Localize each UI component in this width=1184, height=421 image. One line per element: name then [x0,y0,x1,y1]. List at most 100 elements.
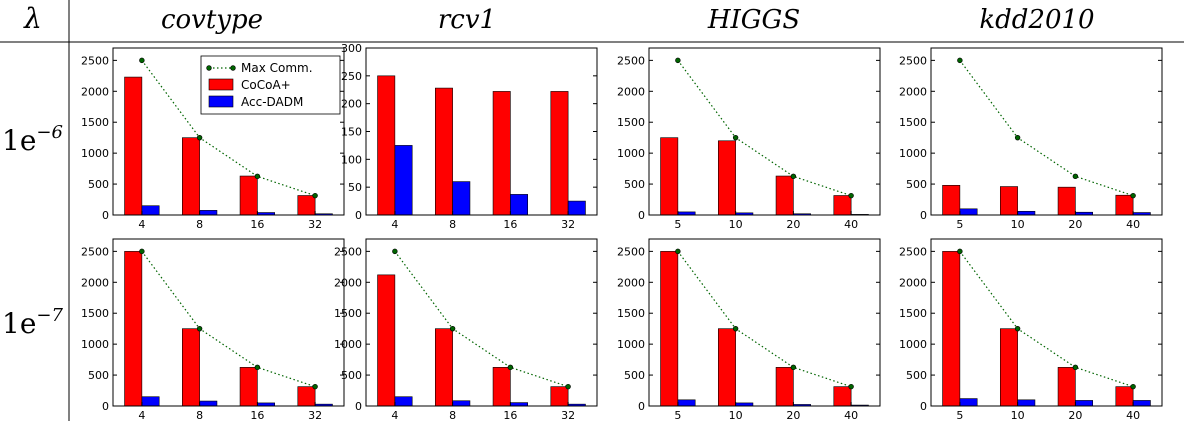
axes-frame [648,238,881,407]
y-tick-label: 1000 [617,338,645,351]
bar-acc-dadm [1017,210,1036,216]
bar-cocoa [492,367,511,407]
max-comm-point [139,57,145,64]
bar-cocoa [942,251,961,407]
chart-panel-2-1: 0 500 1000 1500 2000 2500 4 8 16 32 [81,238,345,421]
y-tick-label: 2500 [617,54,645,67]
x-tick-label: 32 [561,218,575,231]
x-tick-label: 4 [138,218,145,231]
bar-acc-dadm [959,208,978,216]
bar-acc-dadm [141,205,160,216]
x-tick-label: 40 [844,409,858,421]
max-comm-point [254,364,261,371]
y-tick-label: 1500 [81,116,109,129]
dataset-header-covtype: covtype [161,5,263,35]
x-tick-label: 20 [1068,409,1082,421]
bar-cocoa [239,175,258,216]
bar-acc-dadm [394,145,413,216]
x-tick-label: 5 [956,409,963,421]
y-tick-label: 1500 [617,116,645,129]
bar-acc-dadm [510,402,529,407]
y-tick-label: 0 [102,400,109,413]
bar-cocoa [1057,367,1076,407]
max-comm-point [312,383,318,390]
bar-cocoa [297,386,316,407]
bar-acc-dadm [567,200,586,216]
legend-marker [206,65,212,71]
max-comm-point [675,57,681,64]
x-tick-label: 4 [138,409,145,421]
y-tick-label: 2000 [334,276,362,289]
bar-acc-dadm [452,400,471,407]
max-comm-point [1130,383,1136,390]
row-label-1e-7: 1e−7 [2,305,63,340]
y-tick-label: 1000 [899,338,927,351]
row-label-exponent: −6 [36,122,63,143]
bar-cocoa [775,175,794,216]
axes-frame [648,47,881,216]
bar-acc-dadm [141,396,160,407]
bar-cocoa [833,386,852,407]
y-tick-label: 200 [341,98,362,111]
axes-frame [930,238,1163,407]
y-tick-label: 500 [906,178,927,191]
y-tick-label: 1500 [899,307,927,320]
x-tick-label: 20 [786,409,800,421]
x-tick-label: 4 [391,409,398,421]
chart-panel-2-4: 0 500 1000 1500 2000 2500 5 10 20 40 [899,238,1163,421]
y-tick-label: 2500 [899,245,927,258]
bar-cocoa [999,186,1018,216]
y-tick-label: 1000 [617,147,645,160]
max-comm-point [732,134,739,141]
dataset-header-rcv1: rcv1 [438,5,496,35]
bar-cocoa [434,328,453,407]
bar-acc-dadm [1017,399,1036,407]
y-tick-label: 1500 [617,307,645,320]
x-tick-label: 16 [250,409,264,421]
chart-panel-1-2: 0 50 100 150 200 250 300 4 8 16 32 [341,42,598,231]
axes-frame [112,238,345,407]
bar-cocoa [124,251,143,407]
row-label-exponent: −7 [36,305,63,326]
y-tick-label: 0 [920,209,927,222]
bar-acc-dadm [199,400,218,407]
x-tick-label: 8 [196,218,203,231]
legend-label: Max Comm. [241,61,313,75]
x-tick-label: 10 [729,409,743,421]
x-tick-label: 8 [449,409,456,421]
max-comm-line [141,60,316,197]
y-tick-label: 0 [638,400,645,413]
y-tick-label: 1500 [899,116,927,129]
y-tick-label: 2000 [899,85,927,98]
max-comm-point [957,57,963,64]
x-tick-label: 8 [196,409,203,421]
bar-cocoa [717,328,736,407]
max-comm-point [254,173,261,180]
x-tick-label: 40 [1126,218,1140,231]
y-tick-label: 1500 [334,307,362,320]
y-tick-label: 0 [355,209,362,222]
bar-cocoa [550,386,569,407]
y-tick-label: 300 [341,42,362,55]
x-tick-label: 32 [561,409,575,421]
y-tick-label: 1000 [81,338,109,351]
y-tick-label: 1000 [334,338,362,351]
y-tick-label: 150 [341,126,362,139]
max-comm-point [848,383,854,390]
x-tick-label: 16 [250,218,264,231]
max-comm-line [959,60,1134,197]
y-tick-label: 2000 [899,276,927,289]
max-comm-line [959,251,1134,388]
dataset-header-kdd2010: kdd2010 [979,5,1094,35]
bar-cocoa [297,195,316,216]
max-comm-point [675,248,681,255]
bar-cocoa [1057,186,1076,216]
lambda-header: λ [23,2,42,35]
row-label-base: 1e [2,307,36,340]
bar-acc-dadm [199,210,218,216]
bar-cocoa [1115,194,1134,216]
axes-frame [365,47,598,216]
legend-label: CoCoA+ [241,78,291,92]
y-tick-label: 0 [102,209,109,222]
